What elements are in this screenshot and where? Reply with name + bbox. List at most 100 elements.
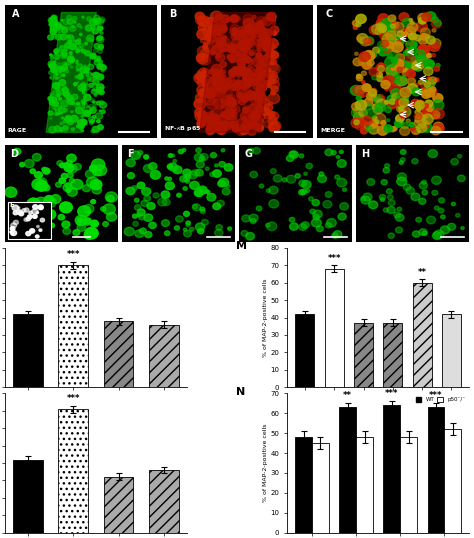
Circle shape [99, 101, 104, 105]
Bar [149, 324, 179, 387]
Circle shape [204, 74, 208, 77]
Circle shape [18, 207, 20, 209]
Circle shape [248, 27, 258, 35]
Circle shape [226, 112, 233, 118]
Circle shape [246, 25, 251, 30]
Circle shape [420, 33, 428, 40]
Circle shape [432, 54, 436, 57]
Circle shape [217, 37, 222, 42]
Circle shape [356, 22, 361, 27]
Circle shape [67, 36, 70, 38]
Circle shape [84, 111, 91, 117]
Text: MERGE: MERGE [320, 128, 346, 133]
Circle shape [99, 31, 101, 32]
Circle shape [90, 180, 102, 189]
Circle shape [383, 41, 388, 47]
Circle shape [228, 55, 234, 61]
Circle shape [377, 126, 388, 135]
Circle shape [242, 121, 252, 130]
Circle shape [221, 100, 231, 109]
Circle shape [76, 51, 78, 53]
Circle shape [244, 28, 251, 34]
Circle shape [227, 55, 231, 58]
Legend: WT, p50⁻/⁻: WT, p50⁻/⁻ [415, 397, 466, 404]
Circle shape [451, 159, 458, 165]
Circle shape [256, 206, 262, 211]
Circle shape [394, 212, 400, 217]
Circle shape [369, 25, 380, 34]
Circle shape [397, 38, 403, 43]
Circle shape [387, 195, 393, 200]
Circle shape [312, 200, 319, 206]
Circle shape [215, 164, 218, 167]
Circle shape [269, 200, 279, 208]
Circle shape [247, 78, 256, 86]
Circle shape [239, 98, 246, 105]
Circle shape [87, 106, 89, 108]
Circle shape [243, 41, 247, 45]
Circle shape [432, 109, 444, 119]
Circle shape [425, 79, 435, 88]
Circle shape [416, 22, 428, 32]
Circle shape [363, 61, 371, 68]
Circle shape [325, 192, 332, 197]
Circle shape [50, 97, 57, 103]
Circle shape [81, 100, 87, 104]
Circle shape [395, 227, 402, 233]
Circle shape [379, 194, 386, 200]
Circle shape [57, 161, 63, 166]
Circle shape [83, 101, 85, 103]
Circle shape [61, 19, 63, 21]
Circle shape [427, 53, 432, 58]
Circle shape [401, 123, 409, 129]
Circle shape [84, 112, 86, 114]
Circle shape [80, 74, 82, 76]
Circle shape [69, 36, 73, 39]
Circle shape [255, 124, 264, 131]
Circle shape [100, 65, 106, 70]
Circle shape [68, 117, 70, 119]
Circle shape [403, 51, 410, 56]
Circle shape [13, 215, 23, 223]
Circle shape [224, 83, 231, 89]
Circle shape [359, 52, 370, 61]
Circle shape [101, 70, 104, 72]
Circle shape [29, 211, 32, 214]
Circle shape [100, 87, 103, 90]
Circle shape [76, 62, 78, 63]
Circle shape [242, 38, 250, 45]
Circle shape [82, 119, 84, 121]
Circle shape [457, 154, 462, 158]
Circle shape [177, 193, 181, 197]
Circle shape [387, 46, 393, 52]
Circle shape [411, 59, 417, 64]
Circle shape [65, 183, 72, 188]
Circle shape [201, 75, 211, 84]
Circle shape [242, 215, 250, 222]
Circle shape [198, 121, 205, 128]
Circle shape [265, 223, 270, 227]
Circle shape [45, 195, 54, 203]
Circle shape [173, 159, 176, 162]
Bar [13, 459, 43, 533]
Circle shape [394, 79, 400, 84]
Circle shape [238, 41, 248, 50]
Circle shape [268, 84, 272, 88]
Circle shape [422, 231, 427, 236]
Circle shape [44, 209, 56, 220]
Circle shape [84, 69, 88, 73]
Circle shape [418, 13, 428, 22]
Circle shape [97, 59, 100, 60]
Circle shape [361, 126, 365, 130]
Circle shape [81, 82, 86, 87]
Circle shape [190, 227, 194, 231]
Circle shape [206, 81, 218, 92]
Circle shape [426, 36, 435, 44]
Circle shape [422, 13, 431, 21]
Circle shape [230, 25, 239, 33]
Bar [442, 314, 461, 387]
Circle shape [210, 111, 213, 114]
Circle shape [262, 70, 266, 73]
Circle shape [406, 63, 415, 71]
Circle shape [257, 48, 260, 51]
